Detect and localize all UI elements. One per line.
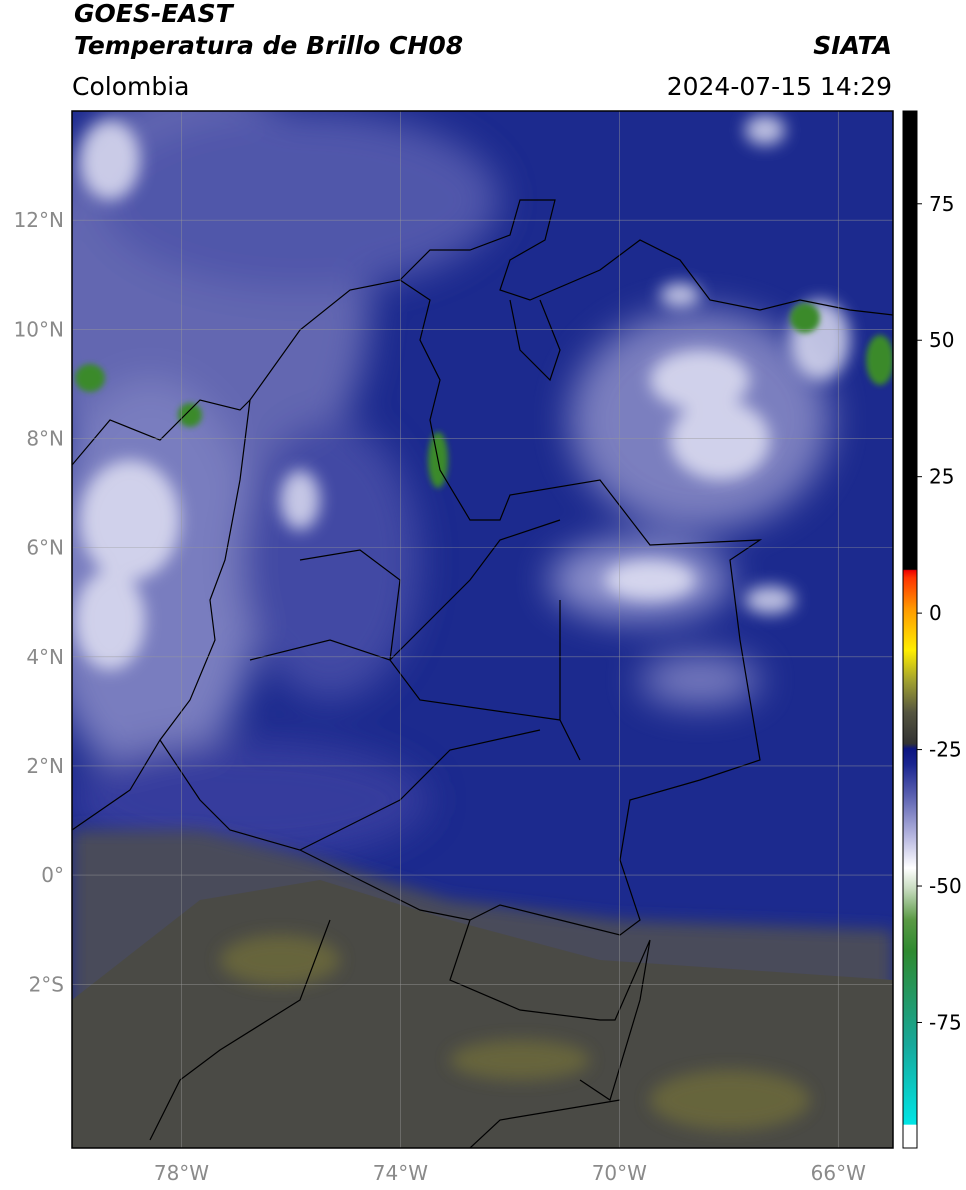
colorbar-tick-label: -50	[929, 874, 962, 898]
colorbar-tick-label: -25	[929, 738, 962, 762]
lon-tick-label: 78°W	[154, 1161, 209, 1185]
satellite-image	[72, 111, 893, 1148]
lat-tick-label: 8°N	[26, 426, 64, 450]
lat-tick-label: 12°N	[14, 208, 64, 232]
lat-tick-label: 10°N	[14, 317, 64, 341]
lat-tick-label: 6°N	[26, 536, 64, 560]
colorbar	[902, 110, 918, 1149]
source: SIATA	[813, 31, 892, 60]
colorbar-tick-label: 50	[929, 328, 954, 352]
region: Colombia	[72, 72, 189, 101]
lon-tick-label: 66°W	[811, 1161, 866, 1185]
lon-tick-label: 70°W	[592, 1161, 647, 1185]
lat-tick-label: 2°N	[26, 754, 64, 778]
colorbar-tick-label: 75	[929, 192, 954, 216]
lon-tick-label: 74°W	[373, 1161, 428, 1185]
colorbar-tick-label: 25	[929, 465, 954, 489]
lat-tick-label: 4°N	[26, 645, 64, 669]
timestamp: 2024-07-15 14:29	[667, 72, 892, 101]
title: GOES-EAST	[74, 0, 235, 28]
colorbar-tick-label: -75	[929, 1010, 962, 1034]
map-frame	[71, 110, 894, 1149]
lat-tick-label: 2°S	[29, 972, 64, 996]
subtitle: Temperatura de Brillo CH08	[74, 31, 463, 60]
colorbar-tick-label: 0	[929, 601, 942, 625]
graticule	[72, 111, 893, 1148]
lat-tick-label: 0°	[41, 863, 64, 887]
